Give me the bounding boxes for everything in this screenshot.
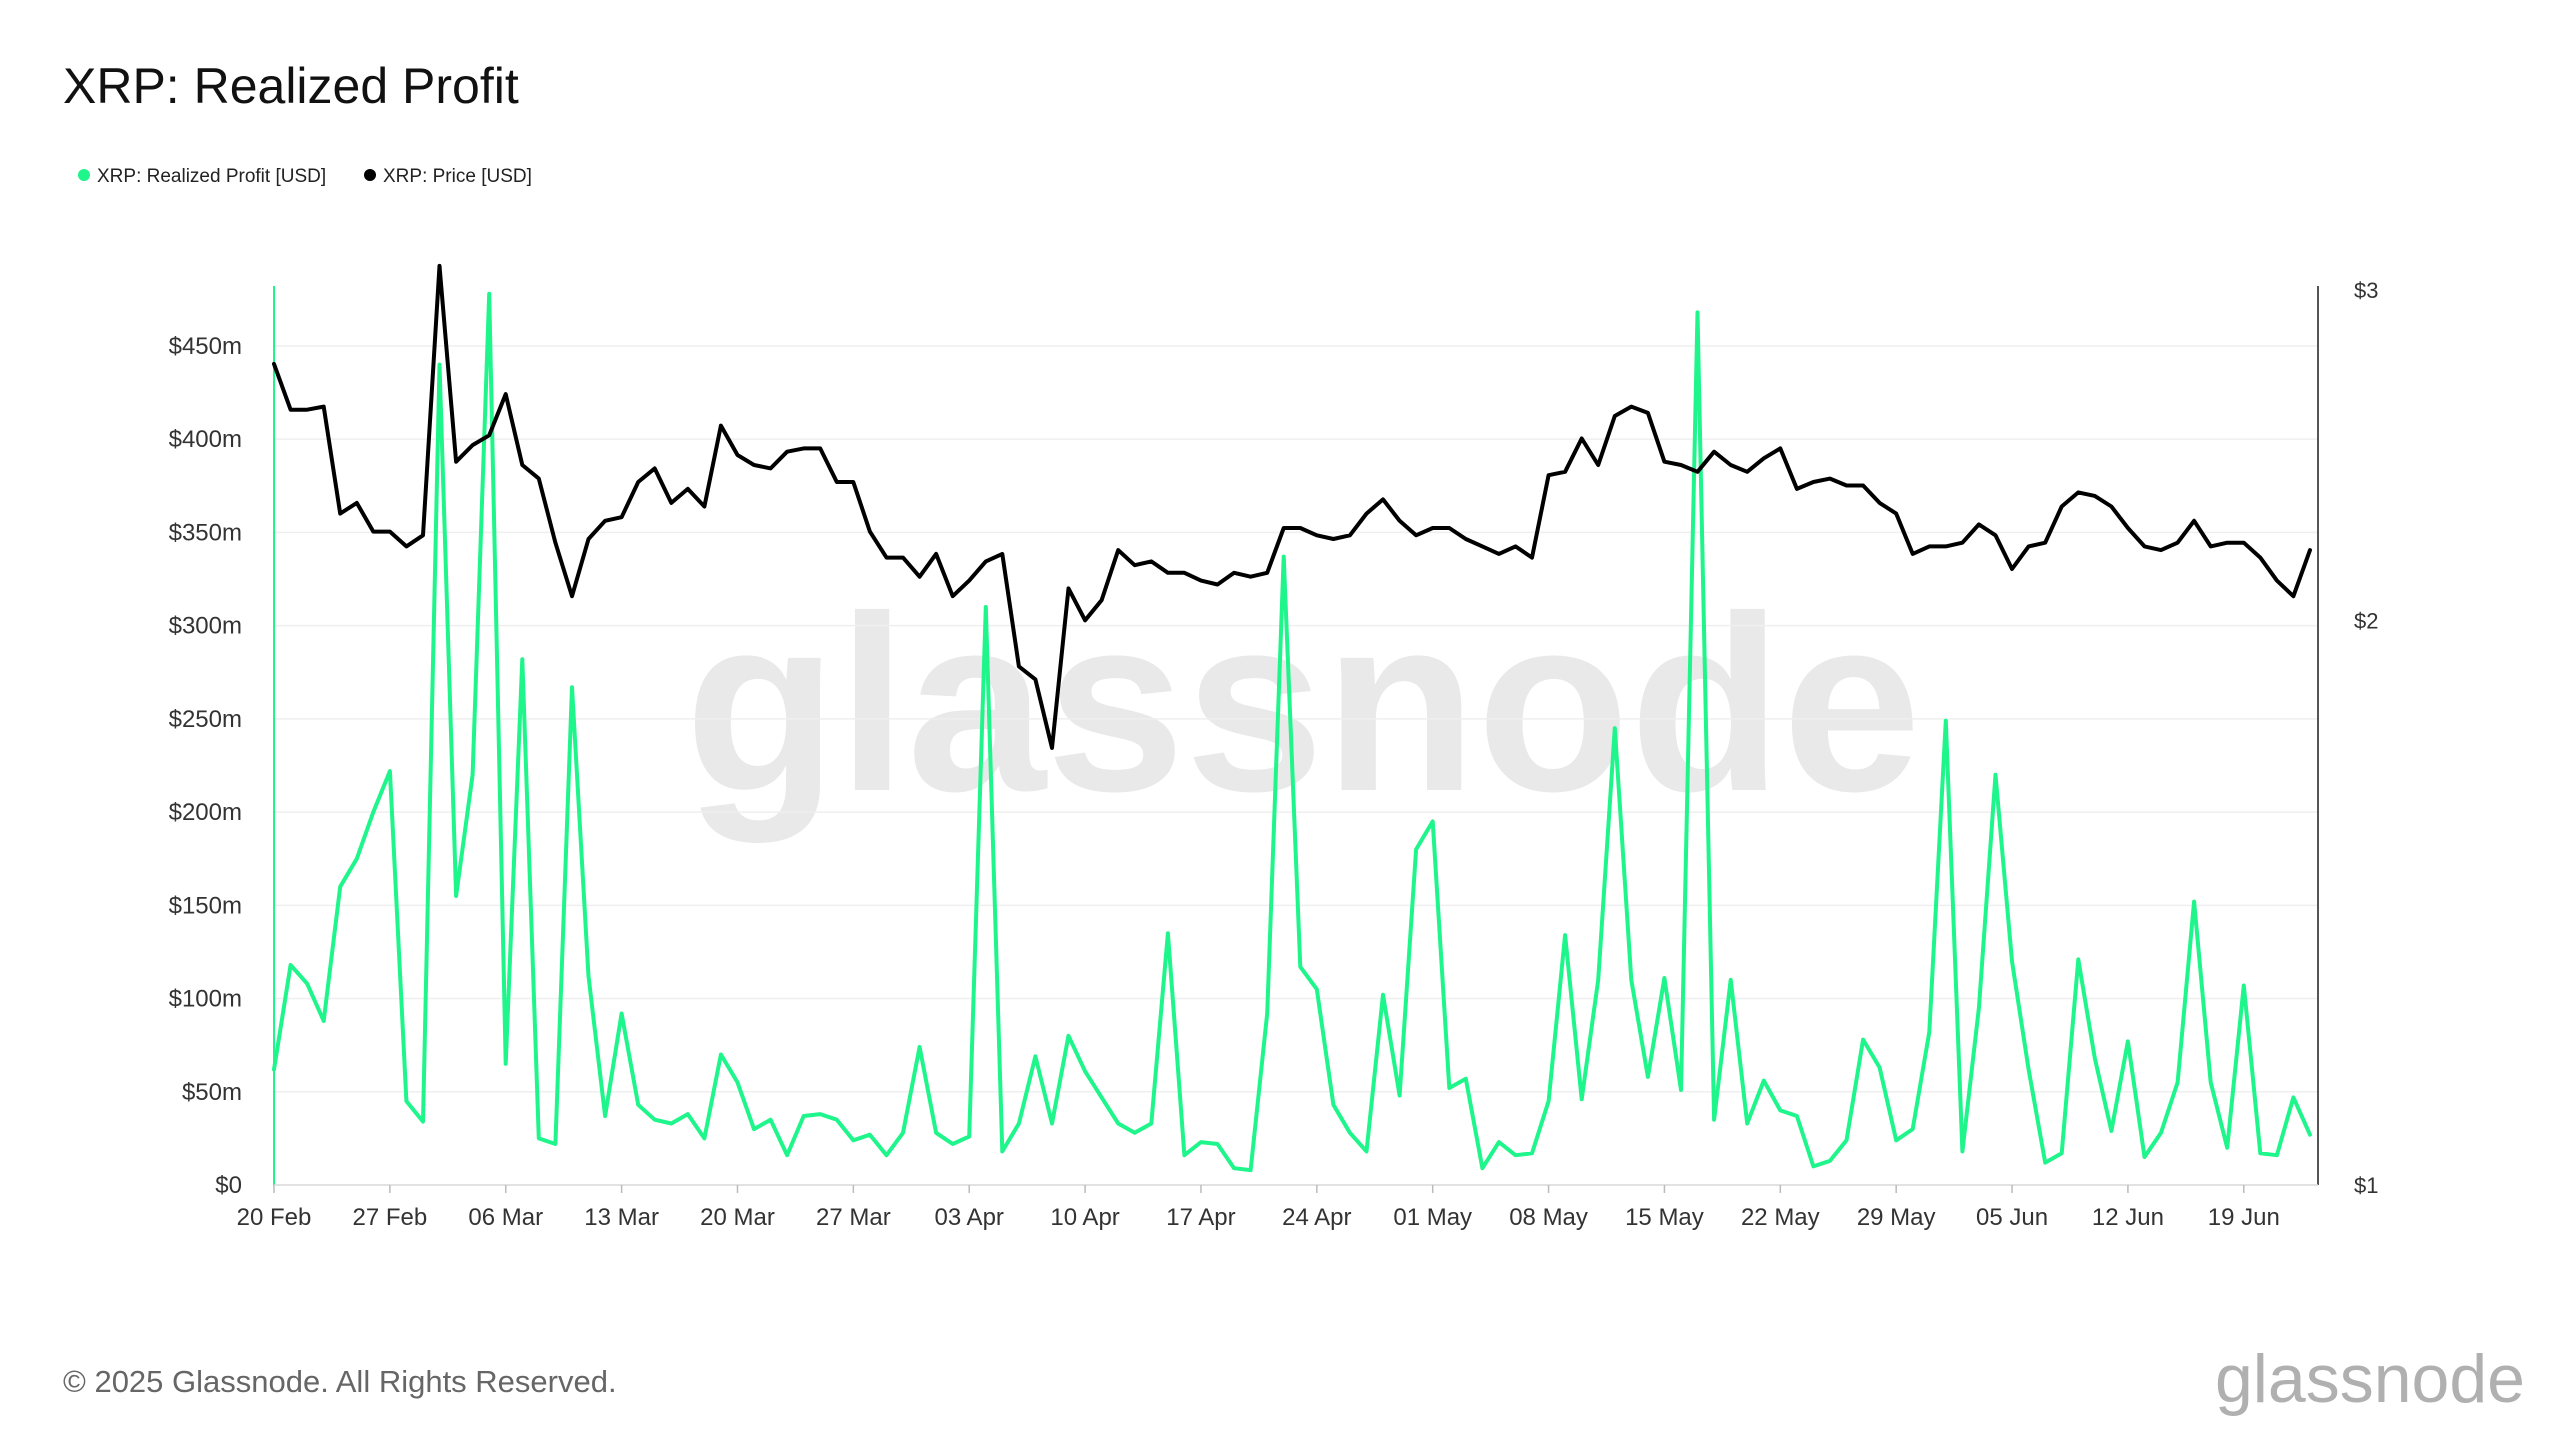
x-tick-label: 01 May xyxy=(1393,1204,1472,1231)
x-tick-label: 03 Apr xyxy=(935,1204,1004,1231)
x-tick-label: 13 Mar xyxy=(584,1204,659,1231)
series xyxy=(272,263,2312,1173)
y-tick-label-left: $150m xyxy=(169,892,242,919)
price-line xyxy=(272,263,2312,750)
y-tick-label-left: $50m xyxy=(182,1079,242,1106)
x-tick-label: 19 Jun xyxy=(2208,1204,2280,1231)
x-tick-label: 27 Mar xyxy=(816,1204,891,1231)
y-tick-label-left: $300m xyxy=(169,613,242,640)
footer-logo: glassnode xyxy=(2215,1341,2525,1417)
realized-profit-line xyxy=(272,291,2312,1173)
y-tick-label-left: $450m xyxy=(169,333,242,360)
gridlines xyxy=(274,345,2318,1093)
y-tick-label-left: $350m xyxy=(169,519,242,546)
y-tick-label-right: $3 xyxy=(2354,278,2378,303)
y-tick-label-left: $100m xyxy=(169,986,242,1013)
chart-title: XRP: Realized Profit xyxy=(63,58,519,114)
x-tick-label: 22 May xyxy=(1741,1204,1820,1231)
axes xyxy=(273,286,2319,1186)
x-tick-label: 24 Apr xyxy=(1282,1204,1351,1231)
legend-label-realized-profit: XRP: Realized Profit [USD] xyxy=(97,166,326,187)
legend-label-price: XRP: Price [USD] xyxy=(383,166,532,187)
x-tick-label: 20 Mar xyxy=(700,1204,775,1231)
y-tick-label-right: $1 xyxy=(2354,1173,2378,1198)
x-tick-label: 08 May xyxy=(1509,1204,1588,1231)
y-tick-label-left: $0 xyxy=(215,1172,242,1199)
x-tick-label: 10 Apr xyxy=(1050,1204,1119,1231)
x-tick-label: 05 Jun xyxy=(1976,1204,2048,1231)
x-tick-label: 12 Jun xyxy=(2092,1204,2164,1231)
x-tick-label: 15 May xyxy=(1625,1204,1704,1231)
y-tick-label-left: $250m xyxy=(169,706,242,733)
y-tick-label-right: $2 xyxy=(2354,608,2378,633)
y-axis-right-ticks: $1 $2 $3 xyxy=(2354,278,2378,1198)
x-tick-label: 27 Feb xyxy=(353,1204,428,1231)
legend: XRP: Realized Profit [USD] XRP: Price [U… xyxy=(78,166,532,187)
x-tick-label: 06 Mar xyxy=(468,1204,543,1231)
watermark: glassnode xyxy=(685,564,1921,843)
copyright-text: © 2025 Glassnode. All Rights Reserved. xyxy=(63,1364,617,1399)
x-tick-label: 17 Apr xyxy=(1166,1204,1235,1231)
y-axis-left-ticks: $0 $50m $100m $150m $200m $250m $300m $350m $400… xyxy=(169,333,242,1199)
legend-marker-realized-profit xyxy=(78,169,90,181)
y-tick-label-left: $200m xyxy=(169,799,242,826)
y-tick-label-left: $400m xyxy=(169,426,242,453)
x-axis-ticks: 20 Feb 27 Feb 06 Mar 13 Mar 20 Mar 27 Mar 03 A… xyxy=(237,1185,2280,1231)
x-tick-label: 20 Feb xyxy=(237,1204,312,1231)
x-tick-label: 29 May xyxy=(1857,1204,1936,1231)
legend-marker-price xyxy=(364,169,376,181)
